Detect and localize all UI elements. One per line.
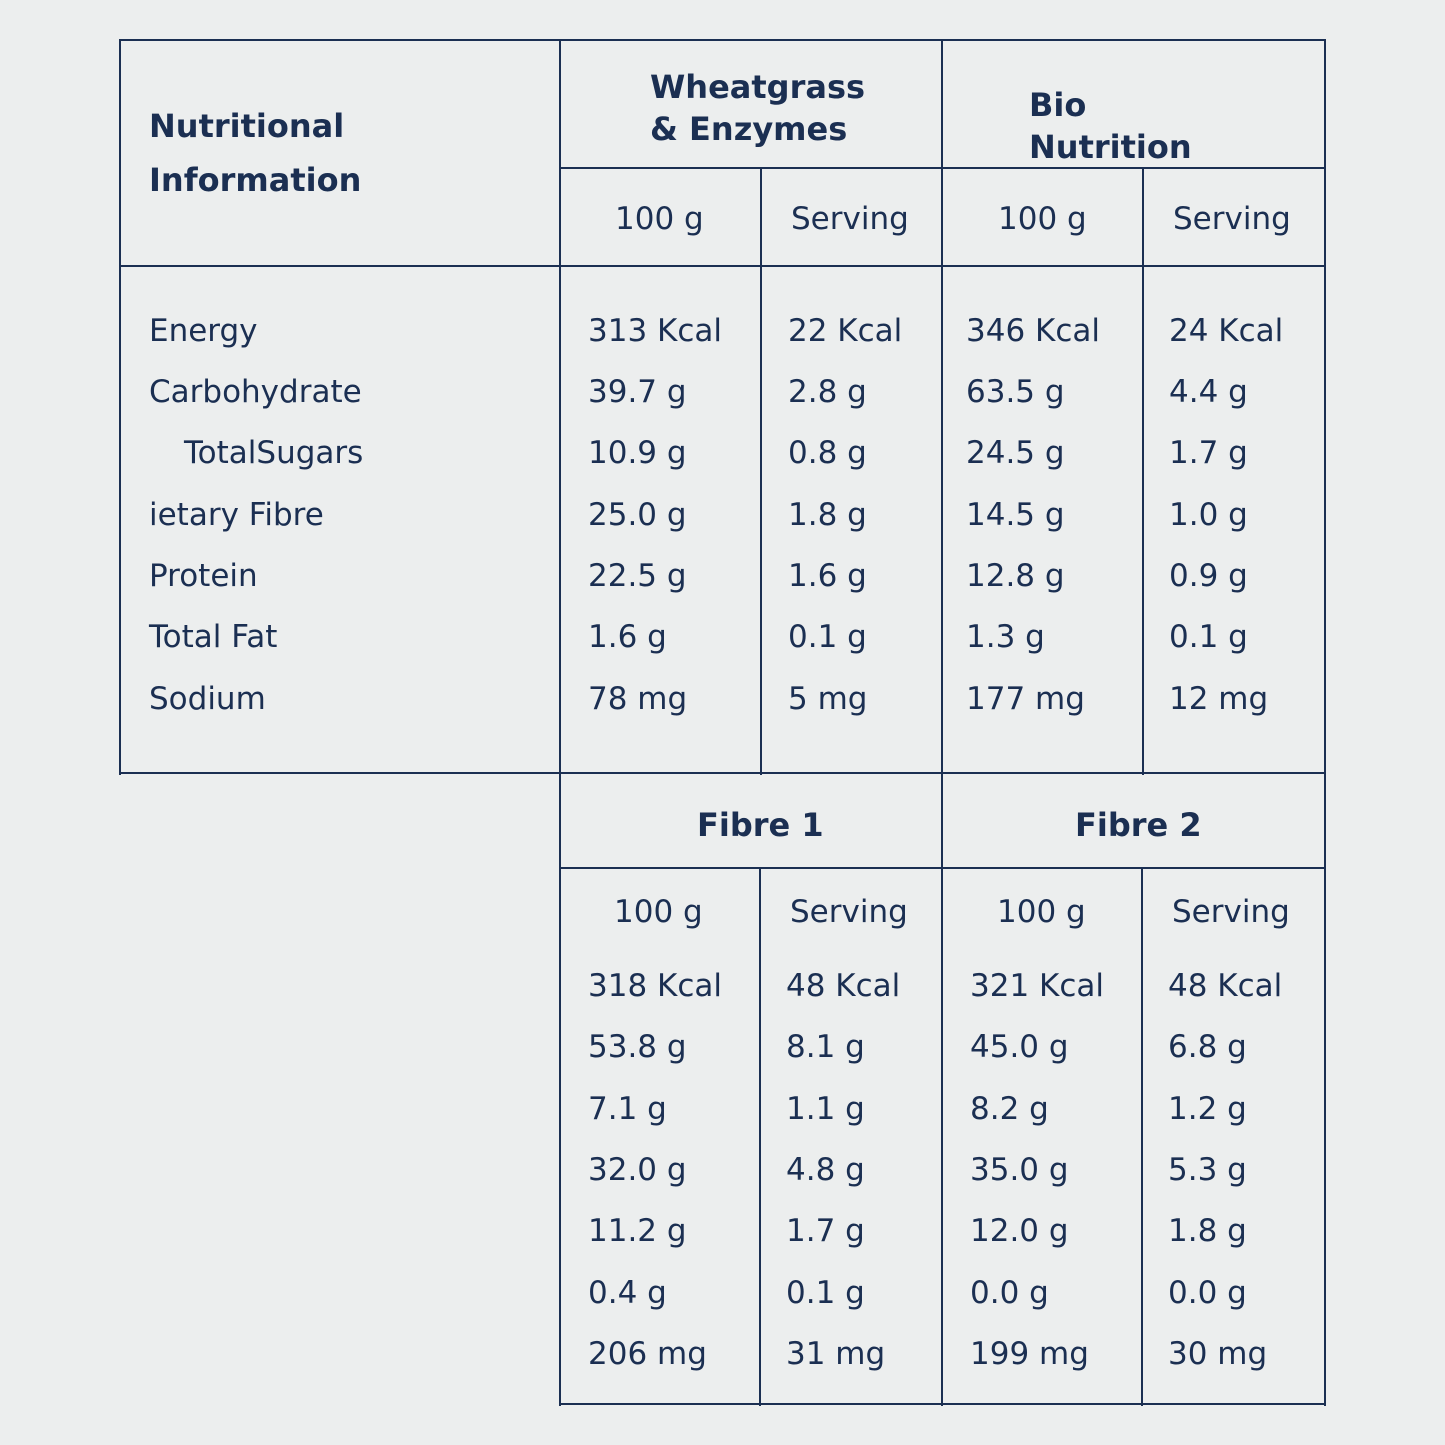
row-label-dietary-fibre: ietary Fibre: [149, 497, 324, 533]
table-title: Nutritional Information: [149, 107, 362, 199]
table-cell: 313 Kcal: [588, 313, 723, 349]
table-cell: 1.1 g: [786, 1091, 865, 1127]
table-cell: 30 mg: [1168, 1336, 1268, 1372]
table-cell: 8.2 g: [970, 1091, 1049, 1127]
table-cell: 32.0 g: [588, 1152, 687, 1188]
table-cell: 25.0 g: [588, 497, 687, 533]
table-cell: 5 mg: [788, 681, 868, 717]
table-cell: 63.5 g: [966, 374, 1065, 410]
table-cell: 12.8 g: [966, 558, 1065, 594]
table-border-right: [1324, 39, 1326, 1406]
col-header-100g: 100 g: [998, 201, 1087, 237]
col-header-100g: 100 g: [615, 201, 704, 237]
row-label-total-fat: Total Fat: [149, 619, 278, 655]
group-header-fibre-1: Fibre 1: [697, 806, 824, 844]
table-cell: 318 Kcal: [588, 968, 723, 1004]
table-cell: 5.3 g: [1168, 1152, 1247, 1188]
row-label-sodium: Sodium: [149, 681, 266, 717]
row-label-total-sugars: TotalSugars: [184, 435, 364, 471]
col-header-100g: 100 g: [614, 894, 703, 930]
table-cell: 22 Kcal: [788, 313, 903, 349]
table-cell: 346 Kcal: [966, 313, 1101, 349]
table-cell: 48 Kcal: [1168, 968, 1283, 1004]
table-cell: 10.9 g: [588, 435, 687, 471]
table-cell: 35.0 g: [970, 1152, 1069, 1188]
group-header-fibre-2: Fibre 2: [1075, 806, 1202, 844]
col-header-serving: Serving: [1172, 894, 1290, 930]
table-cell: 7.1 g: [588, 1091, 667, 1127]
table-cell: 24 Kcal: [1169, 313, 1284, 349]
table-cell: 8.1 g: [786, 1029, 865, 1065]
row-label-carbohydrate: Carbohydrate: [149, 374, 362, 410]
table-cell: 0.4 g: [588, 1275, 667, 1311]
table-cell: 321 Kcal: [970, 968, 1105, 1004]
col-header-serving: Serving: [791, 201, 909, 237]
table-cell: 4.4 g: [1169, 374, 1248, 410]
row-label-energy: Energy: [149, 313, 258, 349]
top-header-bottom: [119, 265, 1326, 267]
group-header-bio-nutrition: Bio Nutrition: [1029, 86, 1192, 166]
table-cell: 12 mg: [1169, 681, 1269, 717]
table-cell: 1.8 g: [1168, 1213, 1247, 1249]
table-cell: 199 mg: [970, 1336, 1089, 1372]
top-table-bottom: [119, 772, 1326, 774]
table-cell: 1.6 g: [588, 619, 667, 655]
col-header-serving: Serving: [790, 894, 908, 930]
top-subcol-divider-1: [760, 167, 762, 775]
group-divider-1: [559, 39, 561, 1406]
table-cell: 1.7 g: [1169, 435, 1248, 471]
table-cell: 0.9 g: [1169, 558, 1248, 594]
table-cell: 177 mg: [966, 681, 1085, 717]
table-cell: 45.0 g: [970, 1029, 1069, 1065]
table-cell: 0.1 g: [1169, 619, 1248, 655]
table-cell: 1.7 g: [786, 1213, 865, 1249]
table-cell: 6.8 g: [1168, 1029, 1247, 1065]
table-cell: 48 Kcal: [786, 968, 901, 1004]
table-cell: 206 mg: [588, 1336, 707, 1372]
table-border-top: [119, 39, 1326, 41]
table-cell: 53.8 g: [588, 1029, 687, 1065]
group-divider-2: [941, 39, 943, 1406]
table-cell: 0.8 g: [788, 435, 867, 471]
col-header-100g: 100 g: [997, 894, 1086, 930]
bottom-subcol-divider-1: [759, 867, 761, 1406]
table-border-left: [119, 39, 121, 775]
table-cell: 2.8 g: [788, 374, 867, 410]
table-cell: 22.5 g: [588, 558, 687, 594]
table-cell: 1.0 g: [1169, 497, 1248, 533]
top-subcol-divider-2: [1142, 167, 1144, 775]
table-cell: 0.1 g: [788, 619, 867, 655]
table-cell: 1.3 g: [966, 619, 1045, 655]
table-cell: 31 mg: [786, 1336, 886, 1372]
table-cell: 1.8 g: [788, 497, 867, 533]
table-cell: 11.2 g: [588, 1213, 687, 1249]
table-cell: 39.7 g: [588, 374, 687, 410]
table-cell: 14.5 g: [966, 497, 1065, 533]
col-header-serving: Serving: [1173, 201, 1291, 237]
table-cell: 4.8 g: [786, 1152, 865, 1188]
top-group-header-underline: [559, 167, 1326, 169]
table-cell: 1.2 g: [1168, 1091, 1247, 1127]
bottom-table-bottom: [559, 1403, 1326, 1405]
bottom-subcol-divider-2: [1141, 867, 1143, 1406]
table-cell: 78 mg: [588, 681, 688, 717]
table-cell: 0.1 g: [786, 1275, 865, 1311]
table-cell: 0.0 g: [1168, 1275, 1247, 1311]
row-label-protein: Protein: [149, 558, 258, 594]
group-header-wheatgrass: Wheatgrass & Enzymes: [650, 68, 866, 148]
table-cell: 24.5 g: [966, 435, 1065, 471]
table-cell: 0.0 g: [970, 1275, 1049, 1311]
table-cell: 12.0 g: [970, 1213, 1069, 1249]
bottom-group-header-underline: [559, 867, 1326, 869]
table-cell: 1.6 g: [788, 558, 867, 594]
